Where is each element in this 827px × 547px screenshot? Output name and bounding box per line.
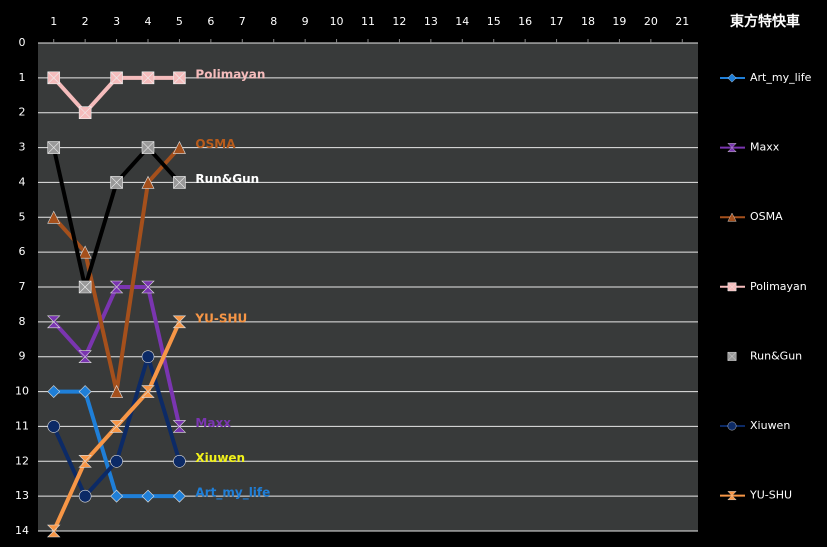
marker: [47, 141, 61, 154]
y-tick-label: 9: [19, 350, 26, 363]
y-tick-label: 2: [19, 106, 26, 119]
x-tick-label: 16: [518, 15, 532, 28]
x-tick-label: 7: [239, 15, 246, 28]
end-label: Run&Gun: [195, 172, 259, 186]
marker: [727, 491, 737, 501]
marker: [78, 385, 92, 398]
legend-label: Run&Gun: [750, 349, 802, 362]
y-tick-label: 6: [19, 245, 26, 258]
y-tick-label: 7: [19, 280, 26, 293]
legend-label: YU-SHU: [749, 489, 792, 502]
y-tick-label: 3: [19, 141, 26, 154]
marker: [173, 71, 186, 85]
x-tick-label: 12: [392, 15, 406, 28]
end-label: Art_my_life: [195, 486, 270, 501]
marker: [727, 212, 737, 222]
marker: [110, 176, 123, 189]
marker: [727, 73, 737, 83]
marker: [727, 282, 737, 292]
legend-title: 東方特快車: [730, 13, 800, 30]
marker: [727, 351, 737, 361]
marker: [141, 280, 155, 294]
x-tick-label: 20: [644, 15, 658, 28]
legend-label: Art_my_life: [750, 71, 812, 84]
legend-label: Maxx: [750, 141, 780, 154]
marker: [110, 489, 123, 503]
marker: [173, 454, 186, 468]
marker: [173, 176, 186, 189]
x-tick-label: 8: [270, 15, 277, 28]
marker: [141, 71, 155, 85]
x-tick-label: 11: [361, 15, 375, 28]
x-tick-label: 1: [50, 15, 57, 28]
x-tick-label: 6: [207, 15, 214, 28]
legend-label: Polimayan: [750, 280, 807, 293]
end-label: Maxx: [195, 416, 231, 430]
x-tick-label: 18: [581, 15, 595, 28]
marker: [173, 489, 186, 503]
marker: [727, 421, 737, 431]
y-tick-label: 0: [19, 36, 26, 49]
marker: [78, 245, 92, 259]
end-label: Xiuwen: [195, 451, 245, 465]
marker: [141, 385, 155, 398]
marker: [727, 143, 737, 153]
marker: [110, 384, 124, 398]
x-tick-label: 13: [424, 15, 438, 28]
legend-label: Xiuwen: [750, 419, 790, 432]
marker: [47, 210, 61, 224]
y-tick-label: 4: [19, 175, 26, 188]
marker: [47, 385, 61, 398]
marker: [46, 315, 61, 329]
marker: [141, 175, 155, 189]
legend-label: OSMA: [750, 210, 783, 223]
marker: [47, 71, 61, 85]
y-tick-label: 11: [15, 419, 29, 432]
marker: [172, 140, 186, 154]
marker: [141, 489, 155, 503]
y-tick-label: 12: [15, 454, 29, 467]
x-tick-label: 21: [675, 15, 689, 28]
y-tick-label: 10: [15, 385, 29, 398]
marker: [78, 489, 92, 503]
marker: [78, 106, 92, 120]
x-tick-label: 9: [302, 15, 309, 28]
y-tick-label: 13: [15, 489, 29, 502]
y-tick-label: 14: [15, 524, 29, 537]
marker: [78, 454, 92, 468]
y-tick-label: 1: [19, 71, 26, 84]
x-tick-label: 19: [612, 15, 626, 28]
marker: [172, 315, 187, 329]
marker: [141, 350, 155, 364]
x-tick-label: 14: [455, 15, 469, 28]
marker: [109, 420, 124, 433]
y-tick-label: 8: [19, 315, 26, 328]
x-tick-label: 15: [487, 15, 501, 28]
marker: [47, 420, 61, 433]
x-tick-label: 4: [145, 15, 152, 28]
marker: [78, 350, 92, 364]
end-label: OSMA: [195, 137, 236, 151]
end-label: Polimayan: [195, 67, 265, 81]
marker: [110, 71, 123, 85]
x-tick-label: 10: [330, 15, 344, 28]
y-tick-label: 5: [19, 210, 26, 223]
x-tick-label: 17: [550, 15, 564, 28]
x-tick-label: 5: [176, 15, 183, 28]
marker: [78, 280, 92, 294]
marker: [141, 141, 155, 154]
marker: [46, 524, 61, 538]
x-tick-label: 2: [82, 15, 89, 28]
end-label: YU-SHU: [194, 311, 247, 325]
x-tick-label: 3: [113, 15, 120, 28]
marker: [110, 454, 123, 468]
marker: [172, 420, 187, 433]
marker: [109, 280, 124, 294]
